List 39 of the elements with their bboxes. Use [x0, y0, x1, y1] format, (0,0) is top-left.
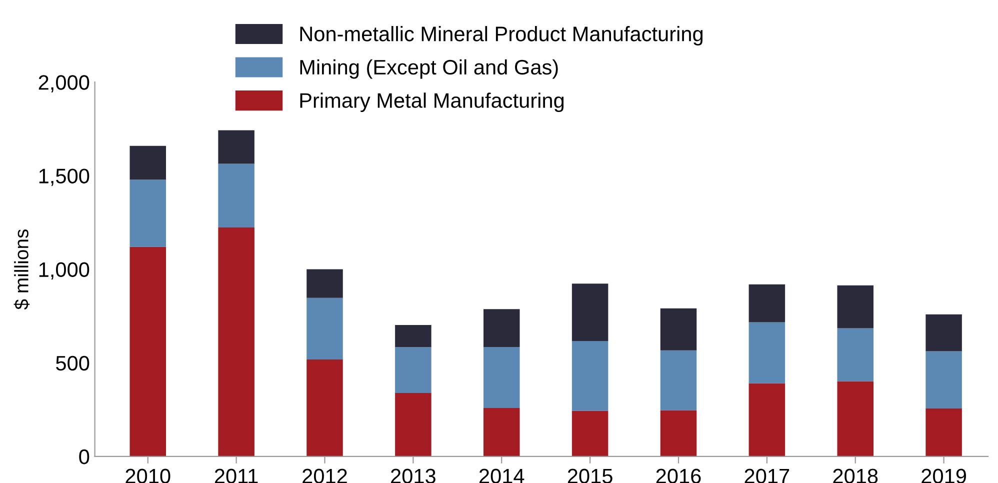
- legend-label: Primary Metal Manufacturing: [300, 92, 564, 112]
- bar: [218, 164, 254, 228]
- bar: [572, 284, 608, 341]
- bar: [660, 308, 697, 350]
- bar: [483, 346, 520, 408]
- y-tick-label: 1,000: [39, 262, 90, 280]
- y-tick-label: 1,500: [39, 168, 90, 186]
- bar: [218, 228, 254, 456]
- y-tick-label: 0: [79, 449, 90, 464]
- bar: [130, 146, 166, 180]
- legend-label: Non-metallic Mineral Product Manufacturing: [300, 26, 703, 46]
- bar: [748, 383, 786, 456]
- bar: [926, 351, 962, 409]
- bar: [837, 285, 874, 328]
- y-tick-label: 2,000: [38, 75, 90, 92]
- bar: [926, 314, 962, 352]
- bar: [660, 350, 697, 410]
- y-axis-title: $ millions: [14, 229, 30, 310]
- bar: [837, 381, 874, 456]
- bar: [483, 309, 520, 347]
- y-tick-label: 500: [56, 356, 90, 371]
- bar: [306, 298, 343, 360]
- bar: [395, 325, 432, 348]
- bar: [395, 392, 432, 456]
- bar: [306, 359, 343, 456]
- bar: [130, 180, 166, 247]
- bar: [483, 408, 520, 456]
- bar: [395, 347, 432, 393]
- bar: [306, 269, 343, 298]
- bar: [748, 284, 786, 322]
- bar: [837, 328, 874, 382]
- bar: [748, 322, 786, 384]
- bar: [572, 410, 608, 456]
- bar: [130, 246, 166, 456]
- bar: [926, 408, 962, 456]
- bar: [660, 410, 697, 456]
- bar: [572, 340, 608, 411]
- bar: [218, 130, 254, 164]
- legend-label: Mining (Except Oil and Gas): [300, 59, 558, 79]
